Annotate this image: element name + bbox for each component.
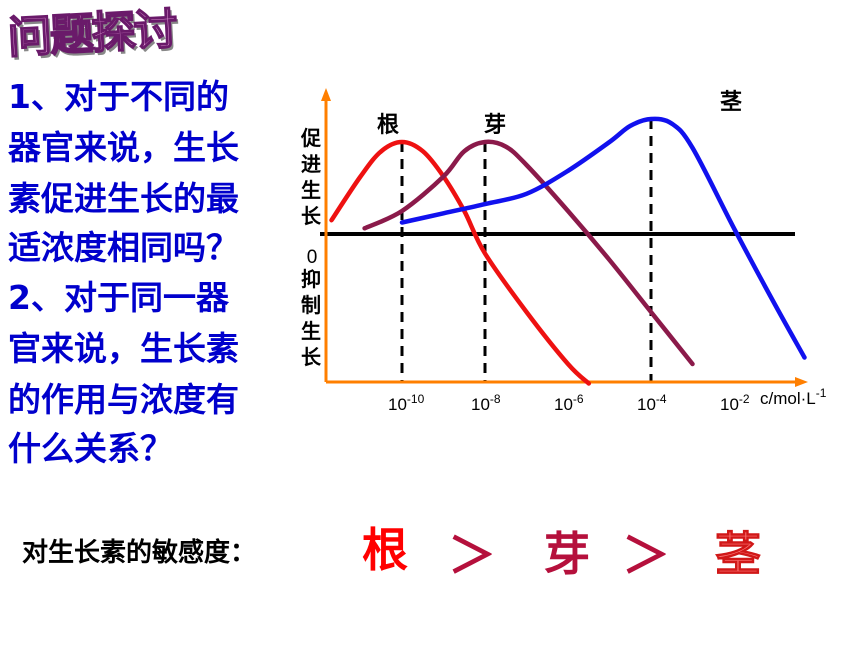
series-line-1 (362, 139, 695, 367)
x-tick-label: 10-6 (554, 392, 584, 414)
x-tick-label: 10-2 (720, 392, 750, 414)
y-label-char: 生 (301, 178, 321, 202)
y-label-char: 进 (301, 152, 321, 176)
y-label-promote: 促进生长 (300, 126, 322, 228)
sensitivity-stem: 茎 (715, 527, 762, 582)
question-line: 器官来说，生长 (8, 128, 239, 167)
sensitivity-bud: 芽 (544, 527, 590, 581)
question-line: 的作用与浓度有 (8, 380, 239, 419)
x-axis-unit-label: c/mol·L-1 (760, 386, 827, 408)
series-label: 芽 (484, 113, 506, 138)
slide-title: 问题探讨 (6, 3, 178, 64)
y-label-char: 促 (300, 126, 322, 150)
x-axis-arrowhead (795, 377, 808, 387)
question-line: 什么关系？ (8, 429, 173, 468)
series-line-2 (399, 116, 807, 360)
question-line: 2、对于同一器 (8, 278, 229, 317)
x-tick-labels: 10-10 10-8 10-6 10-4 10-2 (388, 392, 750, 414)
sensitivity-prefix: 对生长素的敏感度： (22, 538, 257, 568)
series-line-0 (329, 139, 592, 386)
y-label-char: 生 (301, 319, 321, 343)
question-line: 官来说，生长素 (8, 329, 239, 368)
sensitivity-gt-2: ＞ (622, 528, 671, 584)
series-curves (329, 116, 807, 386)
x-tick-label: 10-10 (388, 392, 425, 414)
sensitivity-gt-1: ＞ (448, 528, 497, 584)
question-line: 1、对于不同的 (8, 77, 229, 116)
y-label-char: 长 (301, 204, 322, 228)
question-line: 素促进生长的最 (8, 179, 239, 218)
sensitivity-root: 根 (362, 523, 408, 577)
y-label-char: 制 (301, 293, 321, 317)
x-tick-label: 10-4 (637, 392, 667, 414)
series-label: 茎 (720, 89, 742, 115)
x-tick-label: 10-8 (471, 392, 501, 414)
series-label: 根 (377, 113, 399, 138)
y-label-char: 长 (301, 345, 322, 369)
question-line: 适浓度相同吗？ (8, 228, 239, 267)
optimum-guide-lines (400, 119, 653, 382)
y-axis-arrowhead (321, 88, 331, 101)
y-label-char: 抑 (301, 267, 321, 291)
y-zero-label: 0 (307, 247, 318, 268)
series-labels: 根芽茎 (377, 89, 742, 138)
